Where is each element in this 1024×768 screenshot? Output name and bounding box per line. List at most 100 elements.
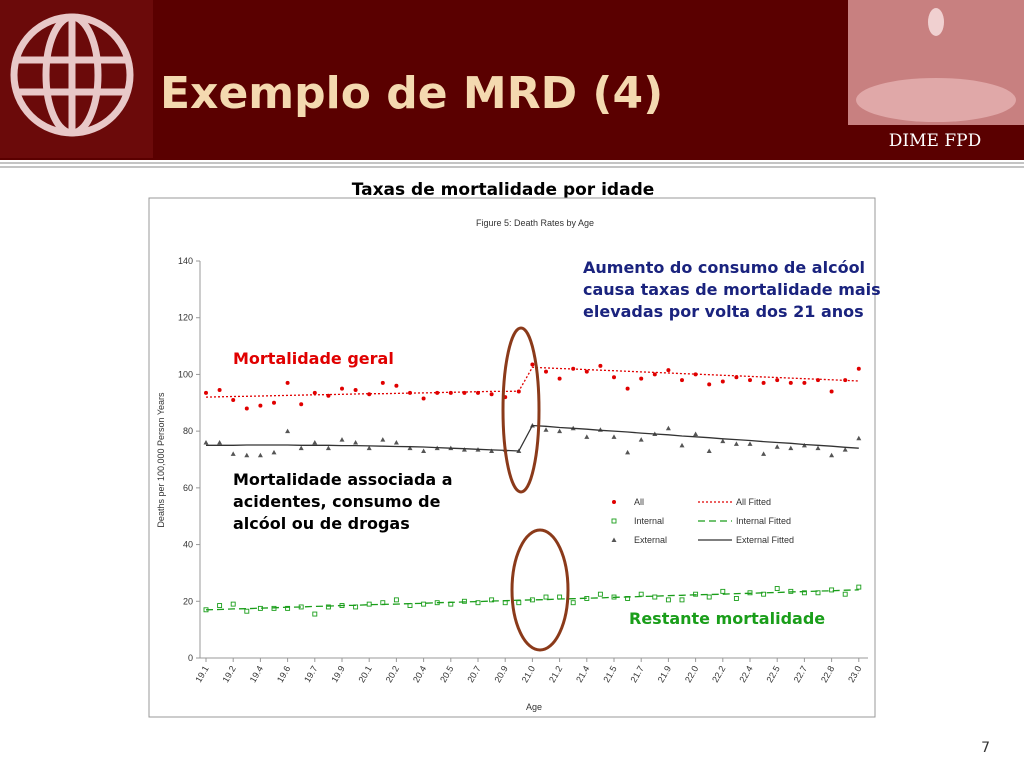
point <box>597 591 603 597</box>
point <box>747 441 753 446</box>
slide-title: Exemplo de MRD (4) <box>160 68 663 119</box>
legend-marker <box>611 537 617 542</box>
y-tick-label: 140 <box>178 256 193 266</box>
point <box>557 376 562 381</box>
point <box>693 372 698 377</box>
point <box>761 380 766 385</box>
point <box>489 597 495 603</box>
point <box>788 380 793 385</box>
point <box>706 594 712 600</box>
y-axis-label: Deaths per 100,000 Person Years <box>156 392 166 528</box>
point <box>638 437 644 442</box>
header-image-drop <box>928 8 944 36</box>
point <box>733 441 739 446</box>
legend-marker <box>612 500 616 504</box>
point <box>380 437 386 442</box>
y-tick-label: 0 <box>188 653 193 663</box>
point <box>693 431 699 436</box>
point <box>680 378 684 383</box>
point <box>842 591 848 597</box>
annotation: Restante mortalidade <box>629 609 826 628</box>
brand-bar <box>848 125 1024 160</box>
point <box>612 375 616 380</box>
legend-label: Internal Fitted <box>736 516 791 526</box>
legend-label: Internal <box>634 516 664 526</box>
point <box>353 388 358 393</box>
chart: Figure 5: Death Rates by Age 0 20 40 60 80 100… <box>156 218 868 712</box>
point <box>666 368 671 373</box>
legend-label: All <box>634 497 644 507</box>
point <box>570 600 576 606</box>
point <box>584 434 590 439</box>
point <box>774 586 780 591</box>
point <box>530 362 535 367</box>
point <box>544 369 548 374</box>
annotation: Aumento do consumo de alcóol causa taxas… <box>583 258 881 321</box>
fitted-line <box>205 589 859 611</box>
point <box>285 605 291 611</box>
point <box>557 428 563 434</box>
point <box>312 439 318 445</box>
point <box>829 587 835 593</box>
point <box>815 445 821 451</box>
legend-label: All Fitted <box>736 497 771 507</box>
point <box>598 363 603 368</box>
point <box>312 390 317 395</box>
annotation: Mortalidade geral <box>233 349 394 368</box>
point <box>393 597 399 603</box>
legend-marker <box>611 518 617 524</box>
legend-label: External Fitted <box>736 535 794 545</box>
point <box>407 445 413 451</box>
logo <box>10 13 134 137</box>
point <box>856 584 862 590</box>
point <box>421 601 427 607</box>
point <box>625 449 631 455</box>
point <box>230 601 236 607</box>
point <box>706 448 712 453</box>
point <box>842 447 848 452</box>
chart-title: Figure 5: Death Rates by Age <box>476 218 594 228</box>
point <box>775 378 780 383</box>
point <box>203 439 209 445</box>
heading: Taxas de mortalidade por idade <box>352 180 655 200</box>
point <box>856 366 861 371</box>
point <box>665 425 671 431</box>
point <box>693 591 699 597</box>
point <box>489 392 494 397</box>
point <box>285 428 291 434</box>
point <box>489 448 495 453</box>
annotation: Mortalidade associada a acidentes, consu… <box>233 470 453 533</box>
point <box>720 588 726 594</box>
point <box>679 597 685 603</box>
point <box>217 388 222 393</box>
point <box>761 451 767 456</box>
point <box>435 390 440 395</box>
point <box>285 380 290 385</box>
point <box>257 452 263 458</box>
point <box>856 435 862 441</box>
point <box>801 590 807 596</box>
point <box>720 379 725 384</box>
point <box>325 445 331 451</box>
y-tick-label: 80 <box>183 426 193 436</box>
point <box>584 369 589 374</box>
point <box>652 594 658 600</box>
fitted-line <box>205 366 859 398</box>
point <box>339 437 345 442</box>
chart-frame <box>148 197 876 718</box>
point <box>272 400 276 405</box>
point <box>244 608 250 614</box>
point <box>611 434 617 439</box>
point <box>393 439 399 445</box>
point <box>366 445 372 451</box>
point <box>720 438 726 444</box>
point <box>679 442 685 448</box>
legend-label: External <box>634 535 667 545</box>
point <box>325 604 331 610</box>
point <box>217 439 223 445</box>
point <box>802 380 807 385</box>
point <box>204 390 208 395</box>
point <box>829 452 835 458</box>
